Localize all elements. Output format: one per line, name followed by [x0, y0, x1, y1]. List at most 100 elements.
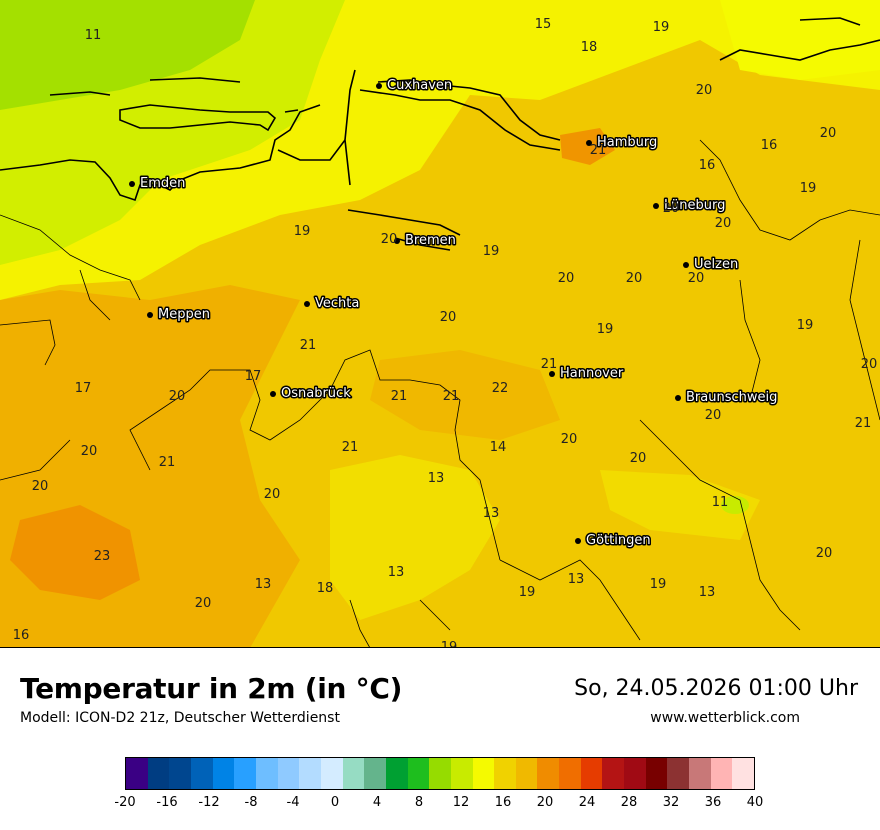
temp-label: 20 [169, 389, 186, 404]
temp-label: 21 [590, 143, 607, 158]
temp-label: 13 [699, 585, 716, 600]
temp-label: 20 [816, 546, 833, 561]
legend-tick-label: 36 [704, 795, 722, 810]
temp-label: 21 [342, 440, 359, 455]
temp-label: 20 [626, 271, 643, 286]
temp-label: 19 [653, 20, 670, 35]
legend-tick-label: -20 [114, 795, 136, 810]
temp-label: 20 [195, 596, 212, 611]
temp-label: 20 [264, 487, 281, 502]
state-borders [0, 139, 880, 647]
legend-color-cell [429, 758, 451, 789]
model-info: Modell: ICON-D2 21z, Deutscher Wetterdie… [20, 710, 340, 726]
temp-label: 18 [317, 581, 334, 596]
legend-tick-label: 32 [662, 795, 680, 810]
field-warm-center [370, 350, 560, 440]
temp-label: 13 [483, 506, 500, 521]
field-warm-hamburg [560, 128, 615, 165]
legend-color-cell [147, 758, 170, 789]
city-label: Hamburg [597, 135, 657, 150]
legend-color-cell [494, 758, 516, 789]
temp-label: 20 [558, 271, 575, 286]
legend-color-cell [277, 758, 300, 789]
temp-label: 21 [159, 455, 176, 470]
legend-color-cell [732, 758, 755, 789]
field-yellow-hills [330, 455, 500, 620]
legend-color-cell [299, 758, 321, 789]
legend-color-cell [364, 758, 386, 789]
temp-label: 15 [535, 17, 552, 32]
temp-label: 20 [663, 201, 680, 216]
field-warm-spot [10, 505, 140, 600]
field-yellow-harz [600, 470, 760, 540]
legend-tick-label: 0 [330, 795, 340, 810]
legend-color-cell [689, 758, 711, 789]
temp-label: 20 [820, 126, 837, 141]
legend-color-cell [190, 758, 213, 789]
city-label: Meppen [158, 307, 210, 322]
legend-color-cell [212, 758, 235, 789]
legend-color-cell [645, 758, 668, 789]
city-label: Hannover [560, 366, 624, 381]
temp-label: 23 [94, 549, 111, 564]
temp-label: 19 [519, 585, 536, 600]
city-osnabrueck: Osnabrück [270, 385, 353, 403]
legend-color-cell [710, 758, 733, 789]
city-meppen: Meppen [147, 306, 211, 324]
temp-label: 21 [443, 389, 460, 404]
city-vechta: Vechta [304, 295, 361, 313]
city-braunschweig: Braunschweig [675, 389, 779, 407]
city-lueneburg: Lüneburg [653, 197, 727, 215]
legend-tick-label: 20 [536, 795, 554, 810]
legend-tick-label: 12 [452, 795, 470, 810]
temp-label: 18 [581, 40, 598, 55]
legend-color-cell [450, 758, 473, 789]
temp-label: 19 [650, 577, 667, 592]
city-label: Osnabrück [281, 386, 351, 401]
city-label: Bremen [405, 233, 456, 248]
temp-label: 20 [440, 310, 457, 325]
temp-label: 20 [630, 451, 647, 466]
temp-label: 20 [561, 432, 578, 447]
city-emden: Emden [129, 175, 187, 193]
temp-label: 19 [597, 322, 614, 337]
temp-label: 16 [761, 138, 778, 153]
legend-tick-label: 40 [746, 795, 764, 810]
temp-label: 20 [381, 232, 398, 247]
city-uelzen: Uelzen [683, 256, 740, 274]
temp-label: 22 [492, 381, 509, 396]
map-canvas: Cuxhaven Hamburg Emden Lüneburg Bremen U… [0, 0, 880, 648]
temp-label: 16 [699, 158, 716, 173]
legend-color-cell [385, 758, 408, 789]
legend-tick-label: -12 [198, 795, 220, 810]
city-bremen: Bremen [394, 232, 457, 250]
temp-label: 19 [483, 244, 500, 259]
temp-label: 13 [255, 577, 272, 592]
temp-label: 19 [441, 640, 458, 648]
legend-color-cell [624, 758, 646, 789]
city-hamburg: Hamburg [586, 134, 659, 152]
map-title: Temperatur in 2m (in °C) [20, 672, 403, 705]
legend-tick-label: 24 [578, 795, 596, 810]
city-label: Uelzen [694, 257, 738, 272]
temp-label: 21 [855, 416, 872, 431]
temp-label: 13 [388, 565, 405, 580]
temp-label: 19 [800, 181, 817, 196]
city-label: Cuxhaven [387, 78, 452, 93]
legend-color-cell [537, 758, 560, 789]
legend-color-cell [320, 758, 343, 789]
temp-label: 17 [75, 381, 92, 396]
legend-color-cell [407, 758, 430, 789]
field-yellow-ne [720, 0, 880, 80]
forecast-datetime: So, 24.05.2026 01:00 Uhr [574, 676, 858, 701]
legend-color-cell [255, 758, 278, 789]
website-link[interactable]: www.wetterblick.com [650, 710, 800, 726]
legend-tick-label: 4 [372, 795, 382, 810]
coastline [0, 17, 880, 251]
legend-tick-label: -4 [286, 795, 300, 810]
temp-label: 20 [688, 271, 705, 286]
temp-label: 19 [797, 318, 814, 333]
legend-tick-label: 8 [414, 795, 424, 810]
city-label: Vechta [315, 296, 359, 311]
temperature-map: Cuxhaven Hamburg Emden Lüneburg Bremen U… [0, 0, 880, 648]
